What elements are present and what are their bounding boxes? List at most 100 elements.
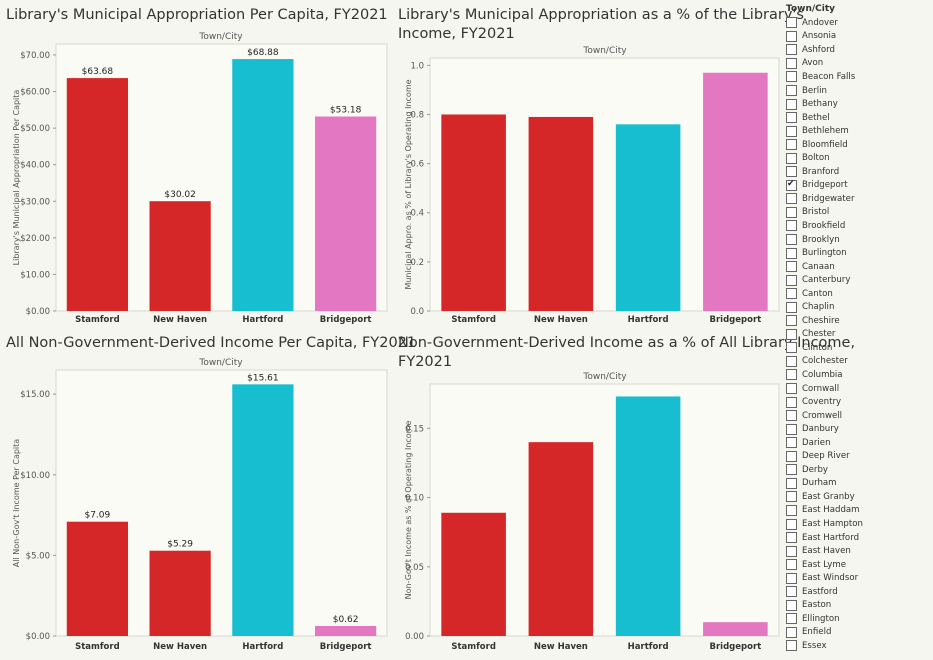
checkbox[interactable] [786, 152, 797, 164]
checkbox[interactable] [786, 112, 797, 124]
checkbox[interactable] [786, 464, 797, 476]
filter-item-eastford[interactable]: Eastford [786, 585, 933, 599]
filter-item-colchester[interactable]: Colchester [786, 355, 933, 369]
filter-item-chester[interactable]: Chester [786, 328, 933, 342]
filter-item-enfield[interactable]: Enfield [786, 626, 933, 640]
filter-item-ansonia[interactable]: Ansonia [786, 30, 933, 44]
checkbox[interactable] [786, 234, 797, 246]
filter-item-east-hartford[interactable]: East Hartford [786, 531, 933, 545]
checkbox[interactable] [786, 559, 797, 571]
filter-item-east-haven[interactable]: East Haven [786, 544, 933, 558]
checkbox[interactable] [786, 17, 797, 29]
checkbox[interactable] [786, 491, 797, 503]
filter-item-label: Bridgeport [802, 180, 848, 191]
filter-item-bristol[interactable]: Bristol [786, 206, 933, 220]
filter-item-east-granby[interactable]: East Granby [786, 490, 933, 504]
filter-item-ashford[interactable]: Ashford [786, 43, 933, 57]
filter-item-berlin[interactable]: Berlin [786, 84, 933, 98]
filter-item-cromwell[interactable]: Cromwell [786, 409, 933, 423]
filter-item-coventry[interactable]: Coventry [786, 395, 933, 409]
filter-item-bolton[interactable]: Bolton [786, 151, 933, 165]
checkbox[interactable] [786, 572, 797, 584]
filter-item-bridgeport[interactable]: Bridgeport [786, 179, 933, 193]
checkbox[interactable] [786, 626, 797, 638]
filter-item-clinton[interactable]: Clinton [786, 341, 933, 355]
checkbox[interactable] [786, 328, 797, 340]
checkbox[interactable] [786, 220, 797, 232]
checkbox[interactable] [786, 166, 797, 178]
checkbox[interactable] [786, 274, 797, 286]
checkbox[interactable] [786, 640, 797, 652]
checkbox[interactable] [786, 342, 797, 354]
filter-item-east-lyme[interactable]: East Lyme [786, 558, 933, 572]
filter-item-deep-river[interactable]: Deep River [786, 450, 933, 464]
filter-item-beacon-falls[interactable]: Beacon Falls [786, 70, 933, 84]
bar-stamford [66, 521, 128, 636]
filter-item-canaan[interactable]: Canaan [786, 260, 933, 274]
filter-item-burlington[interactable]: Burlington [786, 246, 933, 260]
filter-item-east-hampton[interactable]: East Hampton [786, 517, 933, 531]
checkbox[interactable] [786, 450, 797, 462]
checkbox[interactable] [786, 71, 797, 83]
checkbox[interactable] [786, 504, 797, 516]
checkbox[interactable] [786, 301, 797, 313]
filter-item-canton[interactable]: Canton [786, 287, 933, 301]
filter-item-cornwall[interactable]: Cornwall [786, 382, 933, 396]
filter-item-branford[interactable]: Branford [786, 165, 933, 179]
filter-item-derby[interactable]: Derby [786, 463, 933, 477]
checkbox[interactable] [786, 315, 797, 327]
filter-item-durham[interactable]: Durham [786, 477, 933, 491]
data-label-bridgeport: $53.18 [330, 105, 362, 115]
checkbox[interactable] [786, 613, 797, 625]
checkbox[interactable] [786, 193, 797, 205]
filter-item-bloomfield[interactable]: Bloomfield [786, 138, 933, 152]
bar-stamford [441, 512, 506, 636]
checkbox[interactable] [786, 586, 797, 598]
filter-item-darien[interactable]: Darien [786, 436, 933, 450]
checkbox[interactable] [786, 206, 797, 218]
checkbox[interactable] [786, 518, 797, 530]
checkbox[interactable] [786, 288, 797, 300]
filter-item-east-windsor[interactable]: East Windsor [786, 571, 933, 585]
checkbox[interactable] [786, 30, 797, 42]
checkbox[interactable] [786, 477, 797, 489]
filter-item-bridgewater[interactable]: Bridgewater [786, 192, 933, 206]
checkbox[interactable] [786, 139, 797, 151]
filter-item-east-haddam[interactable]: East Haddam [786, 504, 933, 518]
checkbox[interactable] [786, 396, 797, 408]
checkbox[interactable] [786, 125, 797, 137]
checkbox[interactable] [786, 437, 797, 449]
checkbox[interactable] [786, 179, 797, 191]
checkbox[interactable] [786, 57, 797, 69]
checkbox[interactable] [786, 410, 797, 422]
filter-item-label: Derby [802, 464, 828, 475]
checkbox[interactable] [786, 599, 797, 611]
checkbox[interactable] [786, 85, 797, 96]
filter-item-danbury[interactable]: Danbury [786, 422, 933, 436]
filter-item-canterbury[interactable]: Canterbury [786, 273, 933, 287]
filter-item-brookfield[interactable]: Brookfield [786, 219, 933, 233]
checkbox[interactable] [786, 545, 797, 557]
checkbox[interactable] [786, 383, 797, 395]
filter-item-essex[interactable]: Essex [786, 639, 933, 653]
checkbox[interactable] [786, 247, 797, 259]
filter-item-avon[interactable]: Avon [786, 57, 933, 71]
checkbox[interactable] [786, 355, 797, 367]
filter-item-brooklyn[interactable]: Brooklyn [786, 233, 933, 247]
filter-item-ellington[interactable]: Ellington [786, 612, 933, 626]
filter-item-cheshire[interactable]: Cheshire [786, 314, 933, 328]
checkbox[interactable] [786, 369, 797, 381]
checkbox[interactable] [786, 423, 797, 435]
filter-item-bethel[interactable]: Bethel [786, 111, 933, 125]
filter-item-andover[interactable]: Andover [786, 16, 933, 30]
filter-item-bethany[interactable]: Bethany [786, 97, 933, 111]
data-label-stamford: $7.09 [84, 511, 110, 521]
checkbox[interactable] [786, 532, 797, 544]
checkbox[interactable] [786, 98, 797, 110]
filter-item-columbia[interactable]: Columbia [786, 368, 933, 382]
checkbox[interactable] [786, 261, 797, 273]
checkbox[interactable] [786, 44, 797, 56]
filter-item-easton[interactable]: Easton [786, 599, 933, 613]
filter-item-chaplin[interactable]: Chaplin [786, 300, 933, 314]
filter-item-bethlehem[interactable]: Bethlehem [786, 124, 933, 138]
